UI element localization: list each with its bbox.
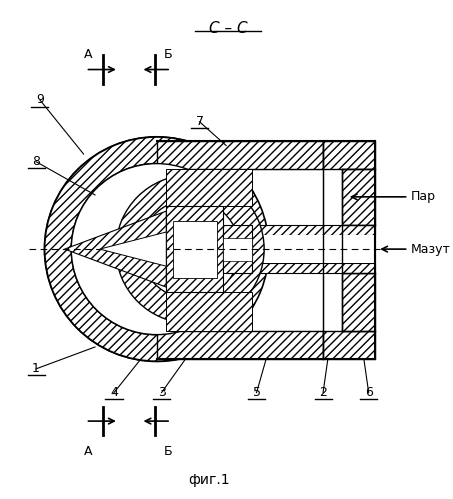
PathPatch shape [323,141,376,169]
PathPatch shape [342,273,376,331]
Wedge shape [116,175,264,323]
PathPatch shape [157,331,323,359]
PathPatch shape [157,141,323,169]
Wedge shape [45,137,269,361]
PathPatch shape [323,331,376,359]
Text: 3: 3 [158,386,165,399]
PathPatch shape [342,226,376,273]
PathPatch shape [166,207,223,292]
Text: фиг.1: фиг.1 [188,474,230,488]
Circle shape [45,137,269,361]
Text: 8: 8 [32,155,40,168]
PathPatch shape [166,292,252,331]
PathPatch shape [223,238,252,260]
Text: Пар: Пар [410,190,435,204]
Text: 4: 4 [110,386,118,399]
PathPatch shape [223,226,252,273]
PathPatch shape [173,221,217,277]
Text: Б: Б [164,48,173,61]
PathPatch shape [223,226,376,235]
Text: А: А [84,445,92,458]
Text: 5: 5 [252,386,260,399]
Text: 7: 7 [196,115,203,128]
Circle shape [71,164,242,335]
Text: Мазут: Мазут [410,243,450,255]
PathPatch shape [223,235,376,263]
Text: Б: Б [164,445,173,458]
Text: 9: 9 [36,93,44,106]
PathPatch shape [342,169,376,226]
Text: 1: 1 [32,362,40,375]
Text: 6: 6 [365,386,373,399]
Text: 2: 2 [319,386,327,399]
PathPatch shape [166,169,252,207]
PathPatch shape [223,263,376,273]
Text: С – С: С – С [209,21,247,36]
PathPatch shape [157,169,323,331]
PathPatch shape [100,232,166,266]
Text: А: А [84,48,92,61]
Circle shape [140,200,240,298]
PathPatch shape [65,211,166,287]
